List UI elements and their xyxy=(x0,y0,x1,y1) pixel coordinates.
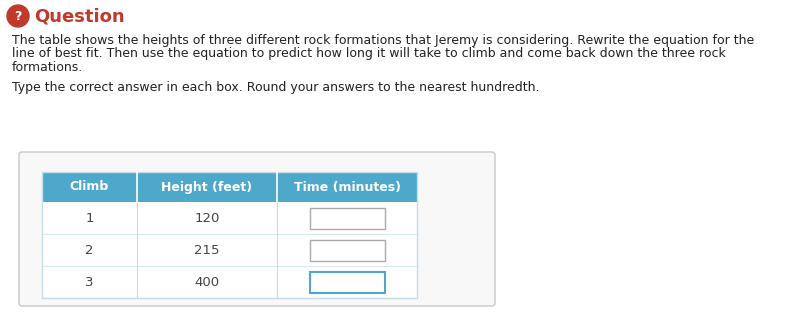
Text: formations.: formations. xyxy=(12,61,83,74)
Text: 1: 1 xyxy=(86,211,94,225)
Text: 3: 3 xyxy=(86,276,94,289)
Bar xyxy=(310,239,385,261)
Bar xyxy=(310,272,385,293)
Text: 120: 120 xyxy=(194,211,220,225)
Circle shape xyxy=(7,5,29,27)
Text: Type the correct answer in each box. Round your answers to the nearest hundredth: Type the correct answer in each box. Rou… xyxy=(12,81,539,94)
Bar xyxy=(310,208,385,228)
Text: Time (minutes): Time (minutes) xyxy=(294,180,401,193)
Bar xyxy=(42,234,417,266)
Bar xyxy=(42,266,417,298)
Text: ?: ? xyxy=(14,10,22,23)
Text: 215: 215 xyxy=(194,243,220,256)
Text: 400: 400 xyxy=(194,276,219,289)
Text: line of best fit. Then use the equation to predict how long it will take to clim: line of best fit. Then use the equation … xyxy=(12,48,726,60)
FancyBboxPatch shape xyxy=(19,152,495,306)
Text: Height (feet): Height (feet) xyxy=(162,180,253,193)
Bar xyxy=(42,202,417,234)
Text: Question: Question xyxy=(34,7,125,25)
Text: 2: 2 xyxy=(86,243,94,256)
Text: The table shows the heights of three different rock formations that Jeremy is co: The table shows the heights of three dif… xyxy=(12,34,754,47)
Text: Climb: Climb xyxy=(70,180,109,193)
Bar xyxy=(42,172,417,202)
